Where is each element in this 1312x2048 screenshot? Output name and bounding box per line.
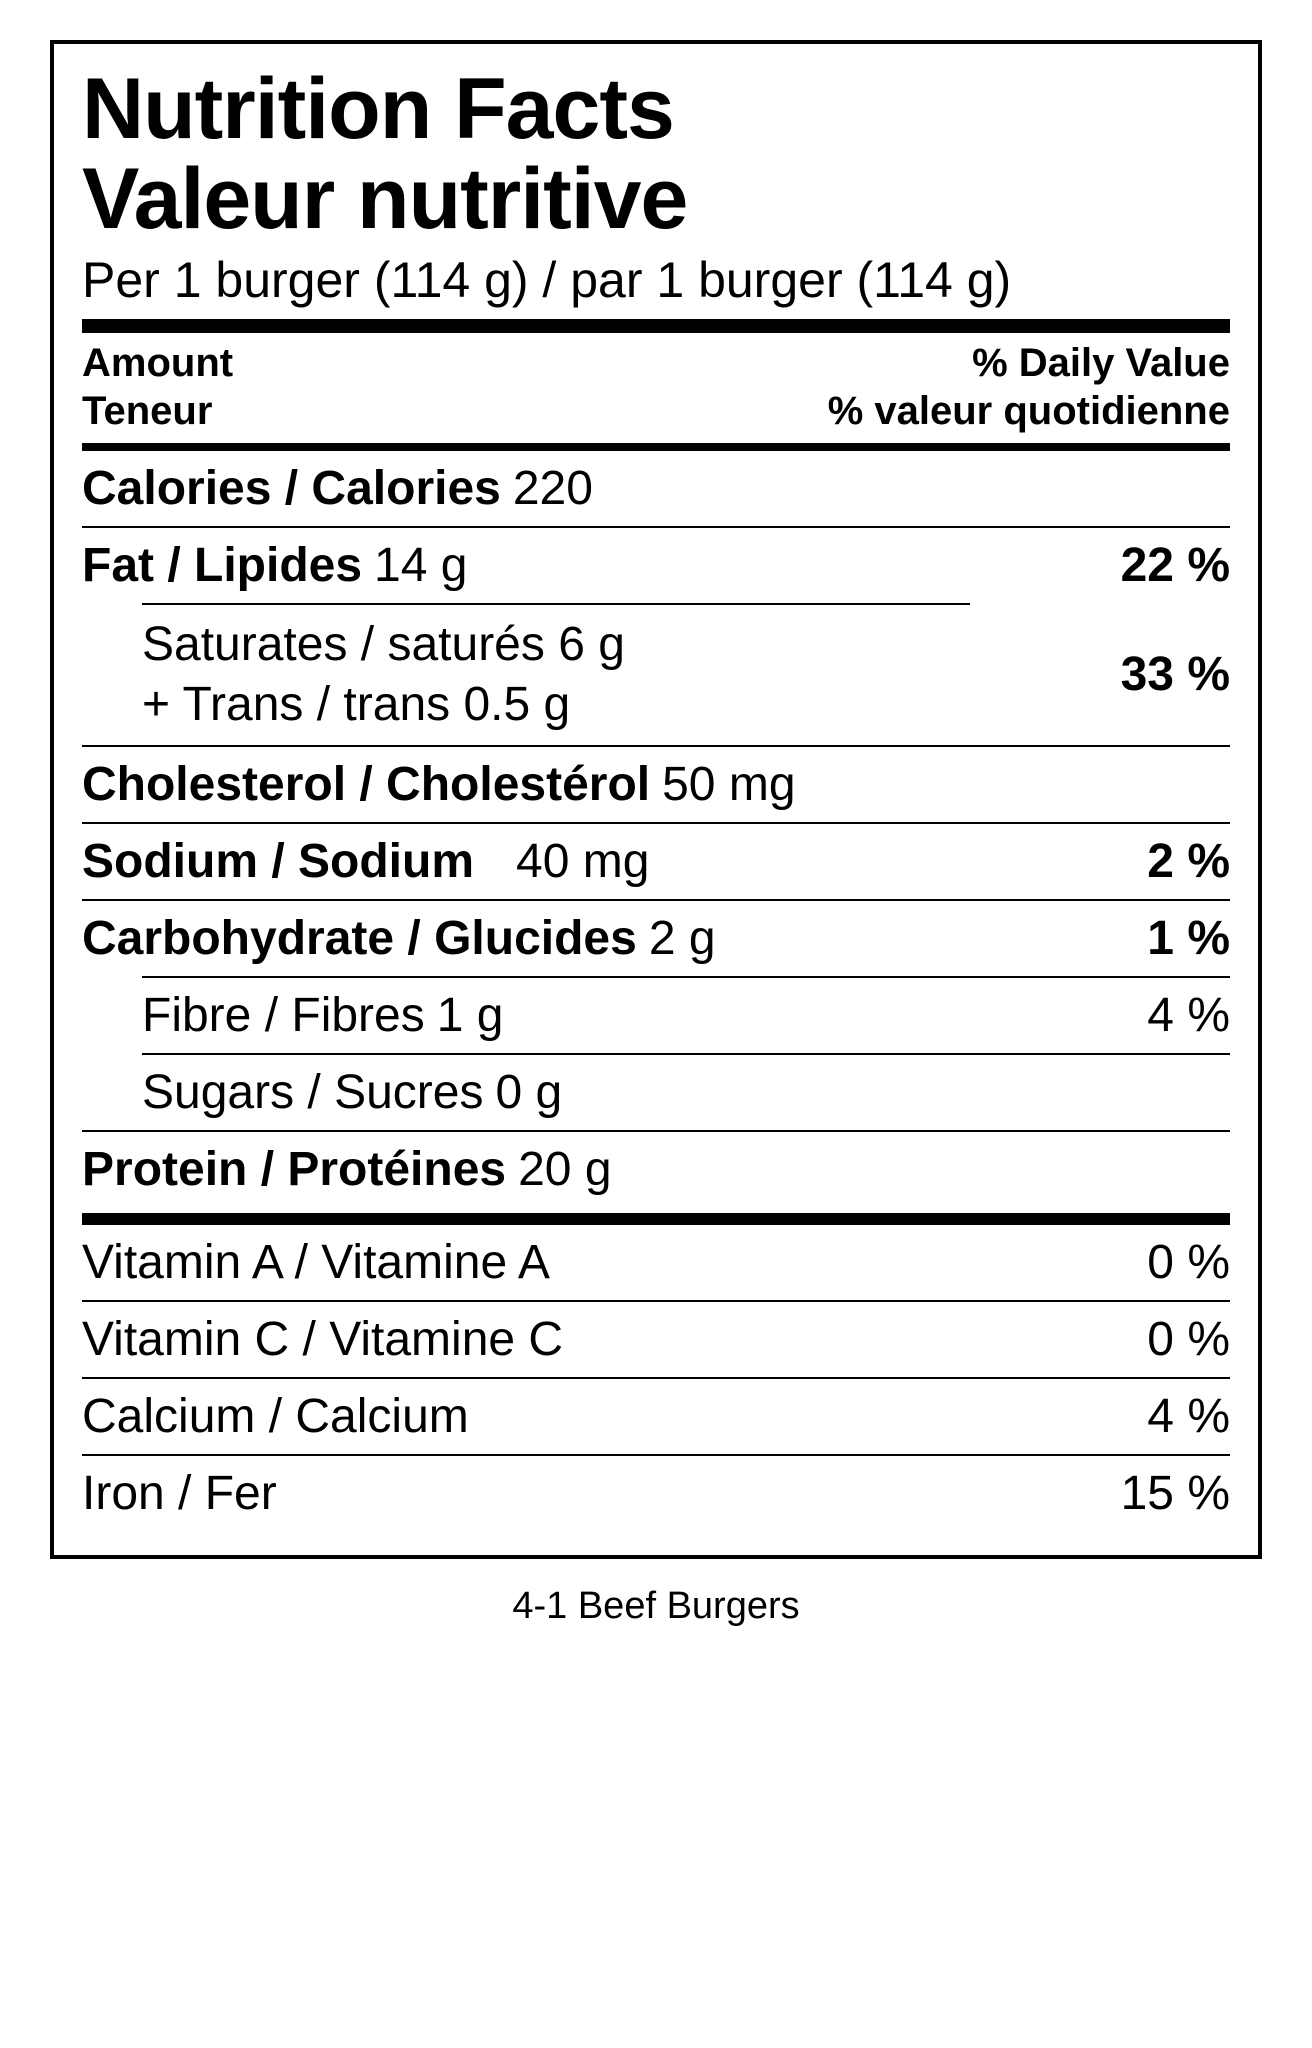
row-calcium: Calcium / Calcium 4 % <box>82 1379 1230 1454</box>
vitc-dv: 0 % <box>1147 1312 1230 1367</box>
iron-label: Iron / Fer <box>82 1466 277 1521</box>
protein-value: 20 g <box>518 1142 611 1197</box>
amount-fr: Teneur <box>82 387 233 435</box>
dv-fr: % valeur quotidienne <box>828 387 1230 435</box>
fat-value: 14 g <box>374 538 467 593</box>
divider-thick <box>82 319 1230 333</box>
protein-label: Protein / Protéines <box>82 1142 506 1197</box>
saturates-line: Saturates / saturés 6 g <box>142 615 625 675</box>
vita-label: Vitamin A / Vitamine A <box>82 1235 550 1290</box>
row-sat-trans: Saturates / saturés 6 g + Trans / trans … <box>82 605 1230 745</box>
row-iron: Iron / Fer 15 % <box>82 1456 1230 1531</box>
carb-value: 2 g <box>649 911 716 966</box>
column-headers: Amount Teneur % Daily Value % valeur quo… <box>82 333 1230 443</box>
trans-line: + Trans / trans 0.5 g <box>142 675 625 735</box>
nutrition-facts-panel: Nutrition Facts Valeur nutritive Per 1 b… <box>50 40 1262 1559</box>
row-protein: Protein / Protéines 20 g <box>82 1132 1230 1207</box>
amount-en: Amount <box>82 339 233 387</box>
row-cholesterol: Cholesterol / Cholestérol 50 mg <box>82 747 1230 822</box>
fibre-value: 1 g <box>437 988 504 1043</box>
calories-label: Calories / Calories <box>82 461 501 516</box>
fibre-label: Fibre / Fibres <box>142 988 425 1043</box>
cholesterol-label: Cholesterol / Cholestérol <box>82 757 650 812</box>
row-sugars: Sugars / Sucres 0 g <box>82 1055 1230 1130</box>
row-carb: Carbohydrate / Glucides 2 g 1 % <box>82 901 1230 976</box>
cholesterol-value: 50 mg <box>662 757 795 812</box>
row-fat: Fat / Lipides 14 g 22 % <box>82 528 1230 603</box>
sodium-label: Sodium / Sodium <box>82 834 474 889</box>
carb-label: Carbohydrate / Glucides <box>82 911 637 966</box>
divider-med <box>82 443 1230 451</box>
title-fr: Valeur nutritive <box>82 154 1230 244</box>
carb-dv: 1 % <box>1147 911 1230 966</box>
amount-header: Amount Teneur <box>82 339 233 435</box>
divider-thick <box>82 1213 1230 1225</box>
title-en: Nutrition Facts <box>82 64 1230 154</box>
product-caption: 4-1 Beef Burgers <box>50 1585 1262 1628</box>
dv-header: % Daily Value % valeur quotidienne <box>828 339 1230 435</box>
sugars-label: Sugars / Sucres <box>142 1065 483 1120</box>
sat-trans-dv: 33 % <box>1121 647 1230 702</box>
vita-dv: 0 % <box>1147 1235 1230 1290</box>
dv-en: % Daily Value <box>828 339 1230 387</box>
calories-value: 220 <box>513 461 593 516</box>
fibre-dv: 4 % <box>1147 988 1230 1043</box>
calcium-dv: 4 % <box>1147 1389 1230 1444</box>
sugars-value: 0 g <box>495 1065 562 1120</box>
serving-size: Per 1 burger (114 g) / par 1 burger (114… <box>82 251 1230 309</box>
row-vitamin-c: Vitamin C / Vitamine C 0 % <box>82 1302 1230 1377</box>
fat-dv: 22 % <box>1121 538 1230 593</box>
sodium-dv: 2 % <box>1147 834 1230 889</box>
row-calories: Calories / Calories 220 <box>82 451 1230 526</box>
sodium-value: 40 mg <box>516 834 649 889</box>
row-vitamin-a: Vitamin A / Vitamine A 0 % <box>82 1225 1230 1300</box>
row-sodium: Sodium / Sodium 40 mg 2 % <box>82 824 1230 899</box>
vitc-label: Vitamin C / Vitamine C <box>82 1312 563 1367</box>
fat-label: Fat / Lipides <box>82 538 362 593</box>
iron-dv: 15 % <box>1121 1466 1230 1521</box>
calcium-label: Calcium / Calcium <box>82 1389 469 1444</box>
row-fibre: Fibre / Fibres 1 g 4 % <box>82 978 1230 1053</box>
